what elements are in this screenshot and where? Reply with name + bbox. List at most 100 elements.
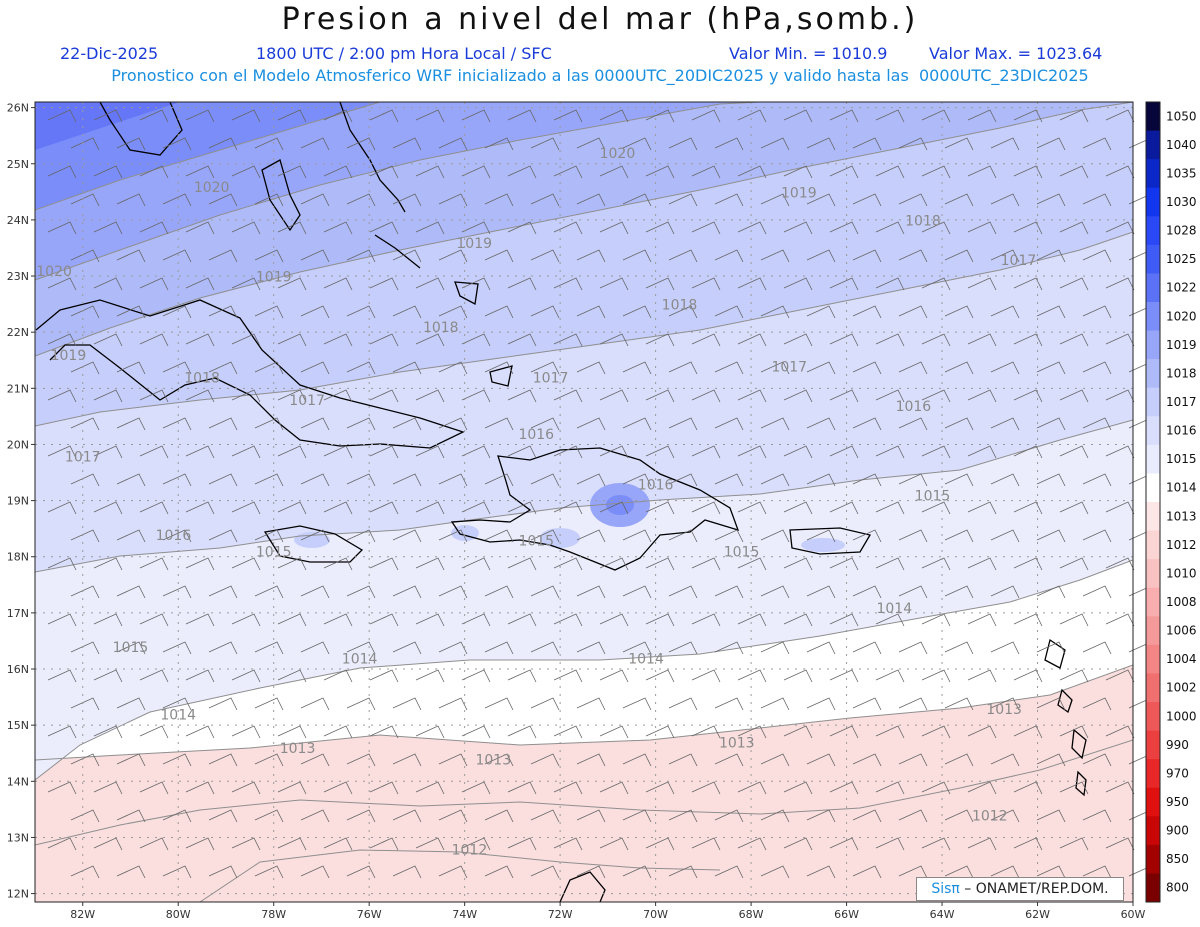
wind-barb <box>116 473 146 487</box>
colorbar-label: 990 <box>1166 738 1189 752</box>
wind-barb <box>967 669 997 683</box>
wind-barb <box>277 501 307 515</box>
isobar-label: 1014 <box>628 651 664 667</box>
wind-barb <box>783 109 813 123</box>
wind-barb <box>277 277 307 291</box>
wind-barb <box>369 837 399 851</box>
wind-barb <box>323 501 353 515</box>
wind-barb <box>484 809 514 823</box>
wind-barb <box>668 417 698 431</box>
wind-barb <box>691 389 721 403</box>
wind-barb <box>1036 529 1066 543</box>
wind-barb <box>461 501 491 515</box>
wind-barb <box>714 753 744 767</box>
wind-barb <box>990 641 1020 655</box>
wind-barb <box>93 557 123 571</box>
wind-barb <box>967 277 997 291</box>
wind-barb <box>346 249 376 263</box>
wind-barb <box>622 193 652 207</box>
wind-barb <box>70 417 100 431</box>
wind-barb <box>691 333 721 347</box>
wind-barb <box>875 837 905 851</box>
wind-barb <box>806 361 836 375</box>
wind-barb <box>369 109 399 123</box>
wind-barb <box>300 753 330 767</box>
wind-barb <box>829 781 859 795</box>
wind-barb <box>714 305 744 319</box>
wind-barb <box>1013 557 1043 571</box>
wind-barb <box>185 613 215 627</box>
wind-barb <box>323 333 353 347</box>
isobar-label: 1019 <box>51 348 87 364</box>
wind-barb <box>921 333 951 347</box>
isobar-label: 1014 <box>160 708 196 724</box>
lon-tick-label: 68W <box>739 908 764 921</box>
lat-tick-label: 21N <box>7 382 29 395</box>
coastlines <box>35 102 1087 902</box>
wind-barb <box>553 165 583 179</box>
wind-barb <box>70 865 100 879</box>
wind-barb <box>622 809 652 823</box>
wind-barb <box>691 837 721 851</box>
wind-barb <box>1059 165 1089 179</box>
wind-barb <box>277 445 307 459</box>
wind-barb <box>507 837 537 851</box>
wind-barb <box>231 221 261 235</box>
wind-barb <box>691 165 721 179</box>
lon-tick-label: 66W <box>834 908 859 921</box>
colorbar-label: 1006 <box>1166 624 1197 638</box>
wind-barb <box>668 585 698 599</box>
wind-barb <box>438 809 468 823</box>
wind-barb <box>622 697 652 711</box>
wind-barb <box>875 725 905 739</box>
wind-barb <box>162 697 192 711</box>
wind-barb <box>829 837 859 851</box>
lat-tick-label: 17N <box>7 607 29 620</box>
wind-barb <box>622 137 652 151</box>
wind-barb <box>208 249 238 263</box>
wind-barb <box>139 445 169 459</box>
wind-barb <box>392 473 422 487</box>
wind-barb <box>921 389 951 403</box>
wind-barb <box>323 669 353 683</box>
wind-barb <box>162 809 192 823</box>
lon-tick-label: 74W <box>452 908 477 921</box>
credit-box: Sisπ – ONAMET/REP.DOM. <box>916 877 1124 901</box>
wind-barb <box>162 193 192 207</box>
wind-barb <box>93 277 123 291</box>
wind-barb <box>323 557 353 571</box>
wind-barb <box>277 109 307 123</box>
wind-barb <box>1059 445 1089 459</box>
wind-barb <box>990 193 1020 207</box>
wind-barb <box>162 417 192 431</box>
wind-barb <box>162 473 192 487</box>
wind-barb <box>737 445 767 459</box>
wind-barb <box>47 501 77 515</box>
colorbar-swatch <box>1146 159 1160 189</box>
wind-barb <box>277 669 307 683</box>
wind-barb <box>921 781 951 795</box>
colorbar-label: 1004 <box>1166 652 1197 666</box>
wind-barb <box>116 697 146 711</box>
cuba-coast <box>35 299 465 449</box>
wind-barb <box>553 221 583 235</box>
wind-barb <box>116 305 146 319</box>
colorbar-swatch <box>1146 102 1160 132</box>
colorbar-swatch <box>1146 559 1160 589</box>
wind-barb <box>185 725 215 739</box>
hispaniola-coast <box>450 447 740 571</box>
lat-tick-label: 20N <box>7 438 29 451</box>
wind-barb <box>1036 641 1066 655</box>
wind-barb <box>852 193 882 207</box>
wind-barb <box>1082 865 1112 879</box>
wind-barb <box>415 613 445 627</box>
wind-barb <box>277 389 307 403</box>
wind-barb <box>300 641 330 655</box>
wind-barb <box>1082 529 1112 543</box>
wind-barb <box>1105 165 1135 179</box>
wind-barb <box>461 165 491 179</box>
wind-barb <box>116 865 146 879</box>
isobar-label: 1017 <box>1001 253 1037 269</box>
wind-barb <box>599 781 629 795</box>
wind-barb <box>507 389 537 403</box>
